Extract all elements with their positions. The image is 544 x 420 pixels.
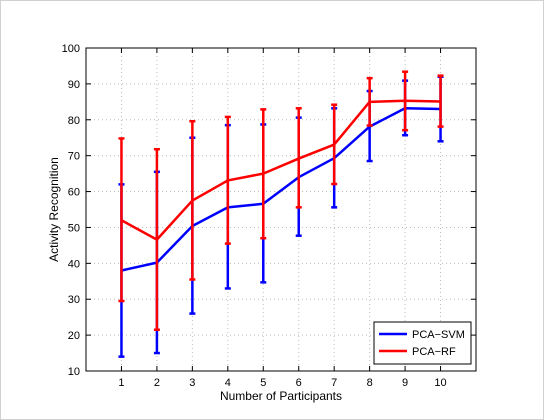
- series-line-pca-svm: [121, 107, 441, 272]
- legend-entry-pca-svm: PCA−SVM: [412, 329, 465, 341]
- x-tick-label: 9: [402, 377, 408, 389]
- plot-area: [85, 47, 477, 372]
- x-tick-label: 3: [189, 377, 195, 389]
- y-tick-label: 80: [68, 115, 80, 127]
- y-tick-label: 50: [68, 222, 80, 234]
- y-tick-label: 20: [68, 330, 80, 342]
- x-tick-label: 10: [434, 377, 446, 389]
- x-tick-label: 1: [118, 377, 124, 389]
- legend-box: [373, 321, 472, 365]
- legend: PCA−SVM PCA−RF: [373, 321, 472, 365]
- x-tick-label: 6: [296, 377, 302, 389]
- y-tick-label: 40: [68, 258, 80, 270]
- series-pca-rf: [118, 70, 444, 331]
- y-tick-label: 60: [68, 187, 80, 199]
- ticks: 1 2 3 4 5 6 7 8 9 10 10 20 30 40 50 60 70 80 90 100: [62, 43, 476, 389]
- y-tick-label: 30: [68, 294, 80, 306]
- y-tick-label: 10: [68, 366, 80, 378]
- x-tick-label: 8: [367, 377, 373, 389]
- x-tick-label: 4: [225, 377, 231, 389]
- x-tick-label: 5: [260, 377, 266, 389]
- x-tick-label: 7: [331, 377, 337, 389]
- series-line-pca-rf: [120, 99, 441, 241]
- y-tick-label: 100: [62, 43, 80, 55]
- legend-entry-pca-rf: PCA−RF: [412, 346, 456, 358]
- y-tick-label: 70: [68, 151, 80, 163]
- x-axis-label: Number of Participants: [220, 389, 342, 403]
- x-tick-label: 2: [154, 377, 160, 389]
- y-tick-label: 90: [68, 79, 80, 91]
- series-layer: [118, 70, 444, 358]
- y-axis-label: Activity Recognition: [47, 157, 61, 262]
